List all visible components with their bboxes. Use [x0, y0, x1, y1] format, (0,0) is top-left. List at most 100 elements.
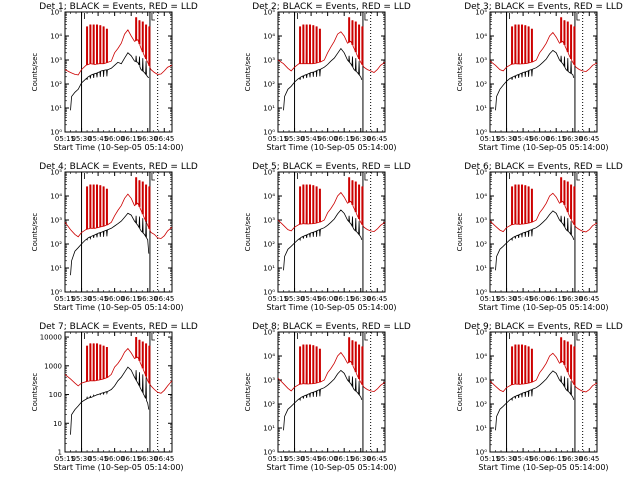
x-tick-label: 06:00 [318, 135, 338, 143]
series-events-line [495, 210, 575, 271]
y-tick-label: 10⁴ [263, 353, 275, 361]
y-tick-label: 10³ [50, 217, 62, 225]
y-tick-label: 10³ [50, 57, 62, 65]
x-tick-label: 05:15 [268, 135, 288, 143]
x-tick-label: 05:15 [55, 295, 75, 303]
x-tick-label: 06:45 [367, 295, 387, 303]
x-tick-label: 05:45 [513, 135, 533, 143]
plot-frame [489, 11, 598, 133]
x-tick-label: 05:15 [55, 135, 75, 143]
x-tick-label: 05:45 [301, 455, 321, 463]
panel-det-1: Det 1; BLACK = Events, RED = LLD 10⁰ 10¹ 10… [31, 2, 198, 152]
bracket-mark [364, 173, 368, 181]
x-axis-label: Start Time (10-Sep-05 05:14:00) [266, 303, 396, 312]
y-tick-label: 10⁴ [263, 193, 275, 201]
series-events-line [495, 49, 575, 111]
x-axis-label: Start Time (10-Sep-05 05:14:00) [53, 463, 183, 472]
panel-det-2: Det 2; BLACK = Events, RED = LLD 10⁰ 10¹ 10… [244, 2, 411, 152]
y-axis-label: Counts/sec [456, 373, 464, 412]
bracket-mark [576, 13, 580, 21]
panel-title: Det 2; BLACK = Events, RED = LLD [252, 2, 411, 12]
x-tick-label: 06:30 [351, 135, 371, 143]
x-axis-label: Start Time (10-Sep-05 05:14:00) [478, 463, 608, 472]
x-tick-label: 06:00 [530, 455, 550, 463]
y-axis-label: Counts/sec [244, 373, 252, 412]
x-tick-label: 06:00 [318, 455, 338, 463]
panel-title: Det 1; BLACK = Events, RED = LLD [39, 2, 198, 12]
y-tick-label: 10⁰ [50, 289, 62, 297]
plot-frame [64, 331, 173, 453]
x-tick-label: 06:15 [334, 135, 354, 143]
y-axis-label: Counts/sec [31, 53, 39, 92]
x-tick-label: 06:30 [351, 455, 371, 463]
x-tick-label: 05:45 [301, 295, 321, 303]
plot-frame [489, 171, 598, 293]
y-tick-label: 10³ [263, 217, 275, 225]
y-axis-label: Counts/sec [31, 213, 39, 252]
y-tick-label: 10⁰ [475, 289, 487, 297]
x-tick-label: 05:30 [496, 135, 516, 143]
x-tick-label: 06:00 [530, 295, 550, 303]
y-tick-label: 10⁵ [475, 329, 487, 337]
series-events-line [283, 369, 363, 431]
x-tick-label: 06:45 [154, 295, 174, 303]
x-tick-label: 05:15 [55, 455, 75, 463]
x-tick-label: 05:30 [71, 455, 91, 463]
panel-det-6: Det 6; BLACK = Events, RED = LLD 10⁰ 10¹ 10… [456, 162, 623, 312]
x-tick-label: 05:45 [88, 135, 108, 143]
x-tick-label: 05:30 [496, 455, 516, 463]
y-axis-label: Counts/sec [456, 53, 464, 92]
x-tick-label: 06:00 [105, 455, 125, 463]
series-events-line [70, 366, 150, 435]
y-tick-label: 1 [58, 449, 62, 457]
y-tick-label: 10⁵ [50, 169, 62, 177]
x-tick-label: 06:15 [334, 295, 354, 303]
y-tick-label: 10¹ [50, 105, 62, 113]
y-axis-label: Counts/sec [31, 373, 39, 412]
y-tick-label: 10¹ [475, 425, 487, 433]
y-axis-label: Counts/sec [244, 213, 252, 252]
x-tick-label: 05:30 [284, 455, 304, 463]
x-tick-label: 05:15 [268, 295, 288, 303]
y-tick-label: 10⁴ [263, 33, 275, 41]
y-tick-label: 10¹ [475, 265, 487, 273]
y-tick-label: 10² [263, 241, 275, 249]
plot-frame [64, 171, 173, 293]
y-tick-label: 10³ [475, 377, 487, 385]
series-events-line [70, 52, 150, 111]
bracket-mark [364, 333, 368, 341]
y-axis-label: Counts/sec [244, 53, 252, 92]
x-tick-label: 05:30 [284, 295, 304, 303]
y-tick-label: 10³ [263, 57, 275, 65]
bracket-mark [151, 13, 155, 21]
x-tick-label: 06:00 [105, 135, 125, 143]
x-tick-label: 06:45 [367, 455, 387, 463]
x-tick-label: 06:45 [579, 295, 599, 303]
bracket-mark [151, 333, 155, 341]
x-tick-label: 06:00 [318, 295, 338, 303]
x-tick-label: 06:15 [546, 295, 566, 303]
x-tick-label: 06:15 [546, 135, 566, 143]
y-tick-label: 10⁴ [475, 33, 487, 41]
x-tick-label: 06:30 [563, 135, 583, 143]
x-tick-label: 06:45 [154, 455, 174, 463]
x-tick-label: 05:30 [496, 295, 516, 303]
series-events-line [70, 212, 150, 276]
y-tick-label: 10⁵ [263, 9, 275, 17]
panel-det-4: Det 4; BLACK = Events, RED = LLD 10⁰ 10¹ 10… [31, 162, 198, 312]
bracket-mark [576, 333, 580, 341]
y-tick-label: 10⁵ [475, 169, 487, 177]
panel-title: Det 3; BLACK = Events, RED = LLD [464, 2, 623, 12]
x-tick-label: 06:30 [563, 455, 583, 463]
x-tick-label: 06:15 [121, 135, 141, 143]
panel-title: Det 8; BLACK = Events, RED = LLD [252, 322, 411, 332]
bracket-mark [151, 173, 155, 181]
y-tick-label: 10¹ [475, 105, 487, 113]
x-tick-label: 06:30 [563, 295, 583, 303]
y-tick-label: 10⁵ [50, 9, 62, 17]
y-tick-label: 10¹ [263, 105, 275, 113]
x-axis-label: Start Time (10-Sep-05 05:14:00) [266, 463, 396, 472]
x-tick-label: 06:45 [579, 135, 599, 143]
x-tick-label: 06:00 [105, 295, 125, 303]
panel-title: Det 7; BLACK = Events, RED = LLD [39, 322, 198, 332]
